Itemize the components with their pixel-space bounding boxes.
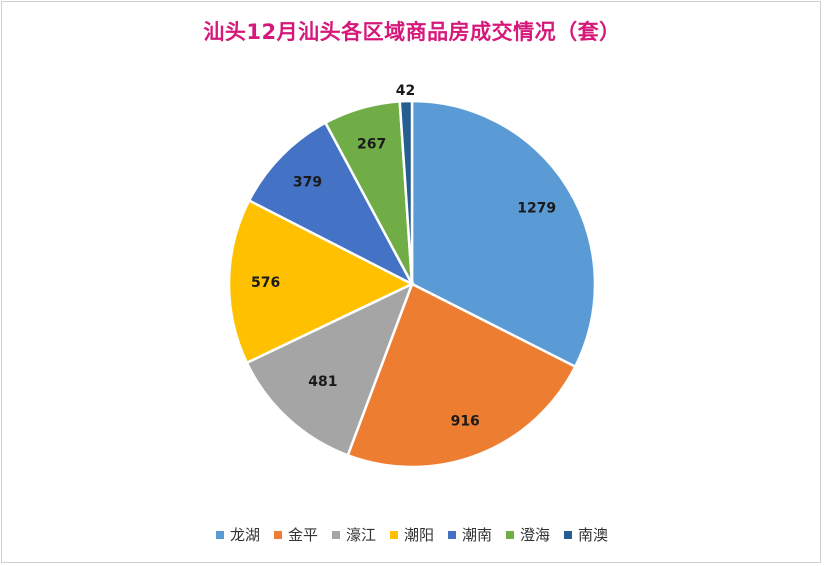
pie-data-labels: 1279 916 481 576 379 267 42 <box>251 83 556 429</box>
pie-slice-潮南 <box>247 121 415 287</box>
legend-swatch <box>273 530 282 539</box>
legend-swatch <box>389 530 398 539</box>
data-label-潮阳: 576 <box>251 275 280 291</box>
data-label-龙湖: 1279 <box>517 200 556 216</box>
legend-label: 澄海 <box>520 526 551 544</box>
legend-label: 南澳 <box>578 526 609 544</box>
legend-swatch <box>448 530 456 539</box>
legend-swatch <box>215 530 224 539</box>
pie-slice-潮阳 <box>227 198 415 365</box>
chart-title: 汕头12月汕头各区域商品房成交情况（套） <box>203 20 621 44</box>
legend-item-龙湖: 龙湖 <box>215 524 260 545</box>
data-label-澄海: 267 <box>357 136 386 152</box>
data-label-濠江: 481 <box>308 374 337 390</box>
legend-item-澄海: 澄海 <box>506 524 550 545</box>
pie-slice-金平 <box>346 282 577 469</box>
legend-swatch <box>506 530 515 539</box>
legend-swatch <box>564 530 573 539</box>
legend-item-潮阳: 潮阳 <box>389 524 434 545</box>
legend-item-濠江: 濠江 <box>331 524 376 545</box>
data-label-南澳: 42 <box>396 83 415 99</box>
legend-label: 潮阳 <box>403 526 434 544</box>
chart-legend: 龙湖 金平 濠江 潮阳 潮南 澄海 南澳 <box>0 524 824 545</box>
legend-item-南澳: 南澳 <box>564 524 608 545</box>
legend-item-潮南: 潮南 <box>448 524 492 545</box>
pie-slice-南澳 <box>398 99 414 285</box>
legend-label: 金平 <box>287 526 318 544</box>
legend-label: 龙湖 <box>229 526 260 544</box>
pie-slice-濠江 <box>245 281 415 457</box>
legend-swatch <box>331 530 340 539</box>
legend-label: 潮南 <box>462 526 493 544</box>
data-label-潮南: 379 <box>293 175 322 191</box>
legend-label: 濠江 <box>345 526 376 544</box>
pie-slice-龙湖 <box>410 99 597 369</box>
data-label-金平: 916 <box>451 413 480 429</box>
pie-slices <box>227 99 597 469</box>
legend-item-金平: 金平 <box>273 524 318 545</box>
